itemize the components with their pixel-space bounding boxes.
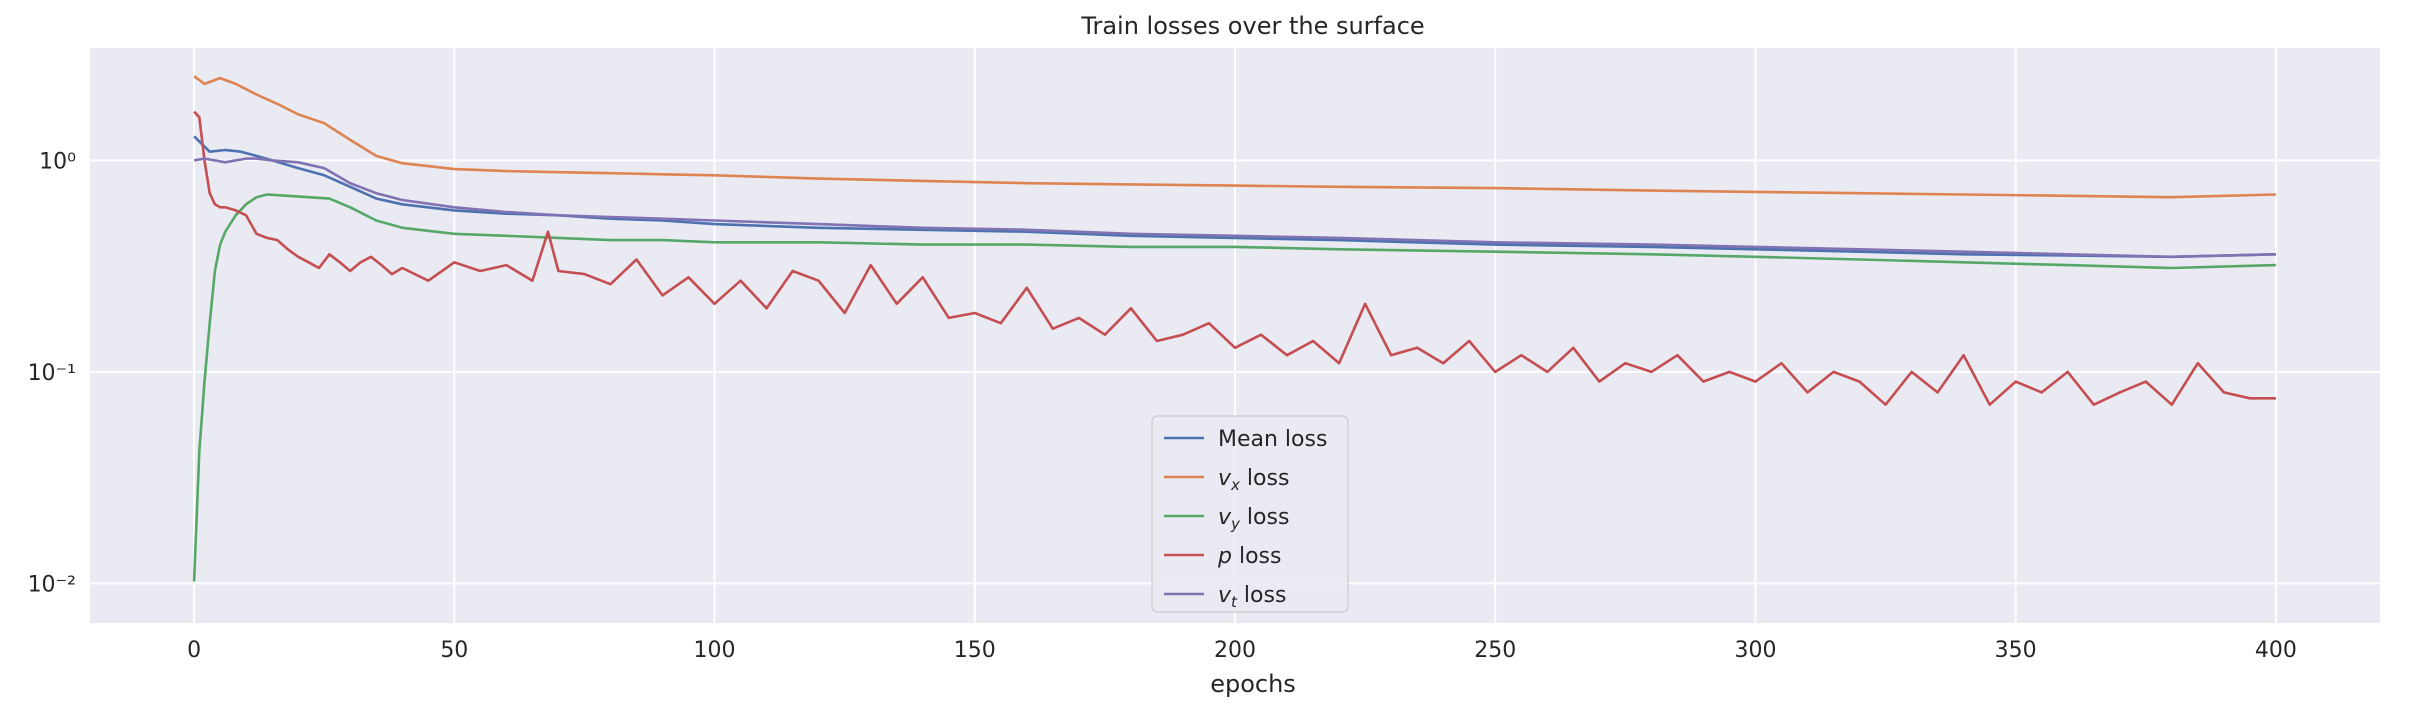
x-tick-label: 250 (1474, 638, 1516, 663)
chart-title: Train losses over the surface (1080, 12, 1424, 40)
y-tick-label: 10⁻² (28, 572, 76, 597)
legend: Mean loss vx loss vy loss p loss vt loss (1151, 415, 1349, 613)
legend-box (1151, 415, 1349, 613)
x-tick-label: 400 (2255, 638, 2297, 663)
x-axis-label: epochs (1210, 670, 1296, 698)
x-tick-label: 200 (1214, 638, 1256, 663)
y-tick-label: 10⁻¹ (28, 361, 76, 386)
x-tick-label: 100 (694, 638, 736, 663)
x-tick-label: 50 (440, 638, 468, 663)
x-tick-label: 150 (954, 638, 996, 663)
x-axis-ticks: 0 50 100 150 200 250 300 350 400 (187, 638, 2297, 663)
series-line-4 (193, 157, 2276, 259)
series-line-3 (193, 110, 2276, 406)
series-line-2 (192, 193, 2276, 582)
legend-label-1: vx loss (1218, 466, 1289, 494)
series-line-1 (193, 75, 2276, 199)
y-axis-ticks: 10⁻² 10⁻¹ 10⁰ (28, 149, 77, 597)
series-layer (192, 75, 2276, 582)
legend-label-3: p loss (1217, 544, 1281, 569)
legend-label-0: Mean loss (1218, 427, 1327, 452)
x-tick-label: 300 (1734, 638, 1776, 663)
y-tick-label: 10⁰ (39, 149, 76, 174)
legend-label-4: vt loss (1218, 583, 1286, 611)
x-tick-label: 350 (1995, 638, 2037, 663)
legend-label-2: vy loss (1218, 505, 1289, 533)
x-tick-label: 0 (187, 638, 201, 663)
